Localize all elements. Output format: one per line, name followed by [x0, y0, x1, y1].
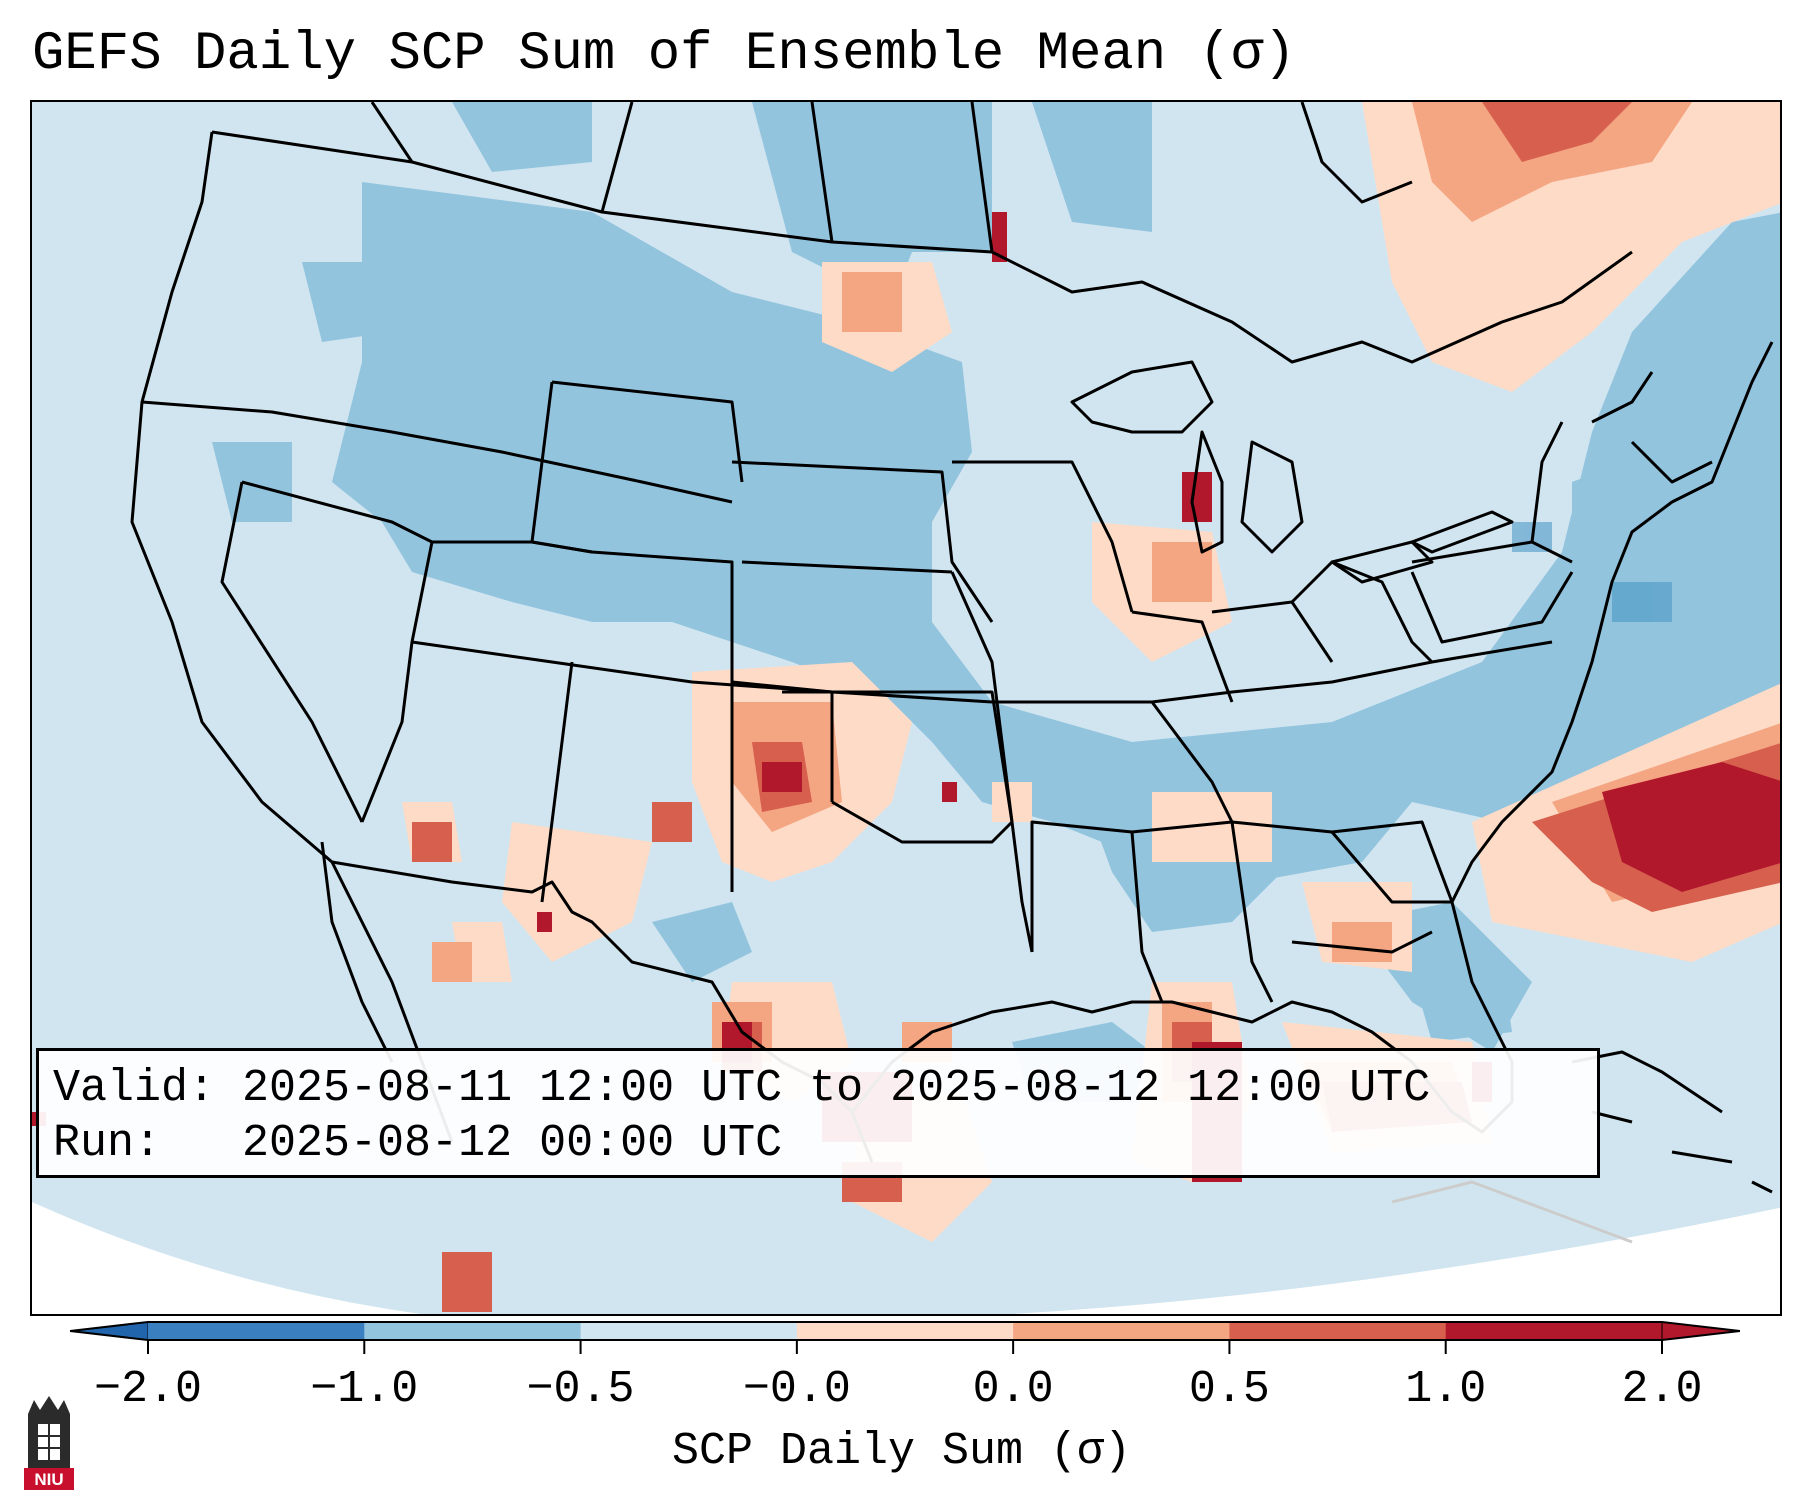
colorbar-tick-label: −2.0 [93, 1364, 203, 1415]
colorbar-tick-label: −0.0 [742, 1364, 851, 1415]
colorbar-tick-label: 1.0 [1405, 1364, 1487, 1415]
colorbar [70, 1321, 1740, 1354]
valid-time-text: Valid: 2025-08-11 12:00 UTC to 2025-08-1… [53, 1063, 1431, 1114]
colorbar-tick-label: −1.0 [310, 1364, 419, 1415]
colorbar-segment [364, 1322, 582, 1340]
colorbar-segment [1013, 1322, 1230, 1340]
chart-title: GEFS Daily SCP Sum of Ensemble Mean (σ) [32, 24, 1296, 85]
colorbar-segment [580, 1322, 798, 1340]
colorbar-tick-label: 0.0 [972, 1364, 1054, 1415]
colorbar-tick-label: 2.0 [1621, 1364, 1703, 1415]
strong-negative-patches [1512, 522, 1672, 622]
colorbar-segment [148, 1322, 365, 1340]
colorbar-extend-high [1661, 1321, 1740, 1341]
colorbar-segment [1445, 1322, 1663, 1340]
logo-text: NIU [34, 1470, 63, 1489]
validity-info-box: Valid: 2025-08-11 12:00 UTC to 2025-08-1… [36, 1048, 1600, 1178]
niu-logo: NIU [24, 1396, 74, 1490]
colorbar-label: SCP Daily Sum (σ) [671, 1426, 1132, 1477]
colorbar-extend-low [70, 1321, 149, 1341]
colorbar-segment [1229, 1322, 1447, 1340]
colorbar-tick-label: 0.5 [1188, 1364, 1270, 1415]
colorbar-tick-label: −0.5 [526, 1364, 635, 1415]
colorbar-segment [796, 1322, 1014, 1340]
boundaries [130, 102, 1774, 1244]
run-time-text: Run: 2025-08-12 00:00 UTC [53, 1118, 783, 1169]
